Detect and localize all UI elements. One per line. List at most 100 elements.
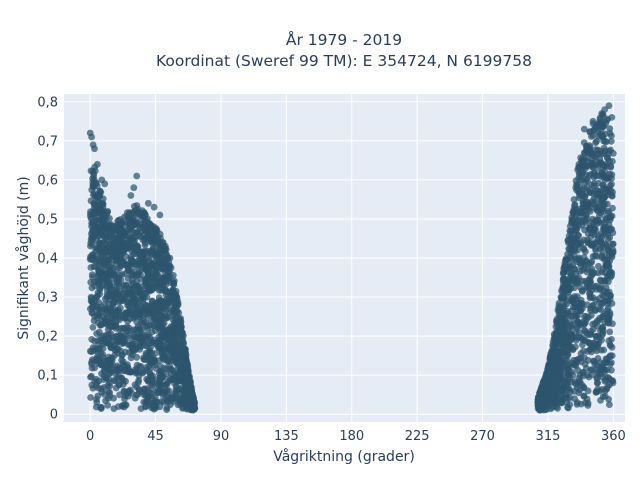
data-point: [126, 224, 134, 232]
data-point: [596, 245, 604, 253]
data-point: [130, 202, 138, 210]
data-point: [572, 206, 580, 213]
data-point: [574, 318, 582, 326]
data-point: [181, 351, 189, 359]
data-point: [93, 256, 100, 263]
data-point: [174, 301, 182, 309]
data-point: [606, 125, 614, 132]
data-point: [147, 360, 155, 367]
data-point: [169, 286, 177, 294]
data-point: [168, 393, 176, 401]
data-point: [608, 352, 616, 360]
data-point: [117, 304, 124, 312]
data-point: [598, 300, 606, 308]
data-point: [146, 340, 154, 347]
data-point: [104, 256, 112, 264]
data-point: [95, 225, 103, 232]
x-axis-title: Vågriktning (grader): [273, 448, 415, 465]
data-point: [605, 337, 613, 345]
data-point: [114, 276, 122, 284]
data-point: [559, 384, 567, 392]
x-tick-label: 0: [86, 429, 94, 444]
x-tick-label: 315: [536, 429, 561, 444]
data-point: [553, 339, 560, 347]
data-point: [554, 368, 562, 376]
data-point: [598, 206, 606, 214]
data-point: [587, 348, 595, 356]
data-point: [607, 137, 615, 145]
data-point: [133, 172, 141, 180]
data-point: [580, 320, 588, 328]
data-point: [182, 383, 190, 391]
data-point: [577, 262, 585, 270]
data-point: [603, 288, 610, 296]
data-point: [106, 392, 114, 400]
data-point: [115, 372, 122, 379]
data-point: [577, 176, 585, 184]
data-point: [101, 319, 109, 327]
data-point: [128, 244, 136, 252]
data-point: [599, 312, 606, 320]
data-point: [87, 264, 95, 271]
data-point: [575, 170, 583, 177]
data-point: [549, 376, 557, 383]
data-point: [132, 282, 140, 290]
data-point: [588, 150, 595, 158]
data-point: [128, 351, 136, 359]
data-point: [95, 270, 102, 278]
y-tick-label: 0,7: [37, 134, 58, 149]
data-point: [144, 325, 152, 333]
data-point: [120, 282, 127, 290]
data-point: [596, 147, 604, 155]
data-point: [89, 300, 97, 308]
data-point: [148, 297, 156, 305]
data-point: [580, 393, 588, 400]
data-point: [186, 389, 194, 396]
data-point: [164, 288, 171, 296]
data-point: [574, 380, 582, 387]
data-point: [150, 203, 158, 211]
data-point: [92, 193, 100, 200]
data-point: [550, 362, 558, 370]
data-point: [127, 192, 135, 199]
data-point: [113, 260, 120, 267]
data-point: [603, 316, 611, 324]
data-point: [148, 381, 156, 389]
data-point: [99, 351, 107, 359]
data-point: [97, 334, 105, 342]
data-point: [608, 114, 616, 121]
data-point: [609, 246, 617, 254]
data-point: [95, 245, 102, 253]
data-point: [565, 275, 573, 283]
data-point: [174, 349, 182, 357]
data-point: [141, 213, 148, 221]
data-point: [93, 356, 101, 363]
data-point: [593, 252, 601, 260]
data-point: [138, 334, 146, 342]
data-point: [140, 223, 147, 231]
data-point: [101, 300, 109, 308]
data-point: [559, 270, 567, 278]
data-point: [585, 339, 593, 347]
data-point: [133, 318, 141, 326]
data-point: [557, 358, 565, 366]
data-point: [598, 194, 606, 202]
data-point: [87, 373, 94, 381]
data-point: [607, 162, 615, 170]
data-point: [137, 275, 145, 283]
data-point: [164, 357, 172, 364]
data-point: [145, 393, 153, 401]
data-point: [126, 315, 134, 322]
data-point: [593, 137, 600, 145]
data-point: [579, 369, 586, 377]
data-point: [602, 216, 610, 223]
data-point: [132, 250, 140, 258]
data-point: [140, 398, 148, 406]
data-point: [100, 262, 108, 270]
data-point: [597, 219, 605, 227]
data-point: [116, 391, 123, 399]
y-tick-label: 0,8: [37, 95, 58, 110]
data-point: [585, 225, 593, 233]
data-point: [564, 256, 572, 264]
data-point: [159, 372, 167, 380]
